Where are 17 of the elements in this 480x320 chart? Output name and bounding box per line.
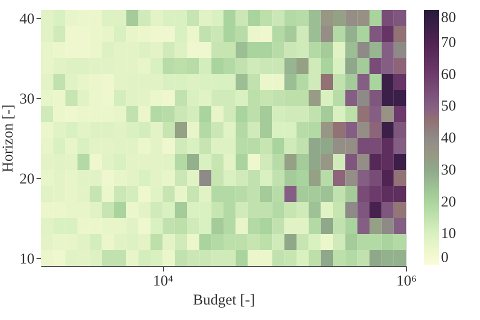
x-tick-label: 10⁴ bbox=[153, 274, 174, 290]
color-bar-label: 80 bbox=[441, 10, 456, 26]
y-axis-title: Horizon [-] bbox=[0, 104, 16, 172]
y-tick-label: 30 bbox=[20, 92, 34, 108]
color-bar-label: 10 bbox=[441, 226, 456, 242]
color-bar-label: 60 bbox=[441, 66, 456, 83]
color-bar-label: 70 bbox=[441, 34, 456, 51]
y-tick-label: 20 bbox=[20, 172, 34, 188]
y-tick-label: 10 bbox=[20, 252, 34, 268]
color-bar-label: 0 bbox=[441, 250, 448, 266]
x-tick-label: 10⁶ bbox=[396, 274, 417, 290]
color-bar-label: 40 bbox=[441, 130, 456, 146]
color-bar-label: 20 bbox=[441, 194, 456, 210]
x-axis-title: Budget [-] bbox=[192, 292, 256, 308]
color-bar-label: 50 bbox=[441, 98, 456, 115]
y-tick-label: 40 bbox=[20, 12, 34, 28]
color-bar-label: 30 bbox=[441, 162, 456, 178]
